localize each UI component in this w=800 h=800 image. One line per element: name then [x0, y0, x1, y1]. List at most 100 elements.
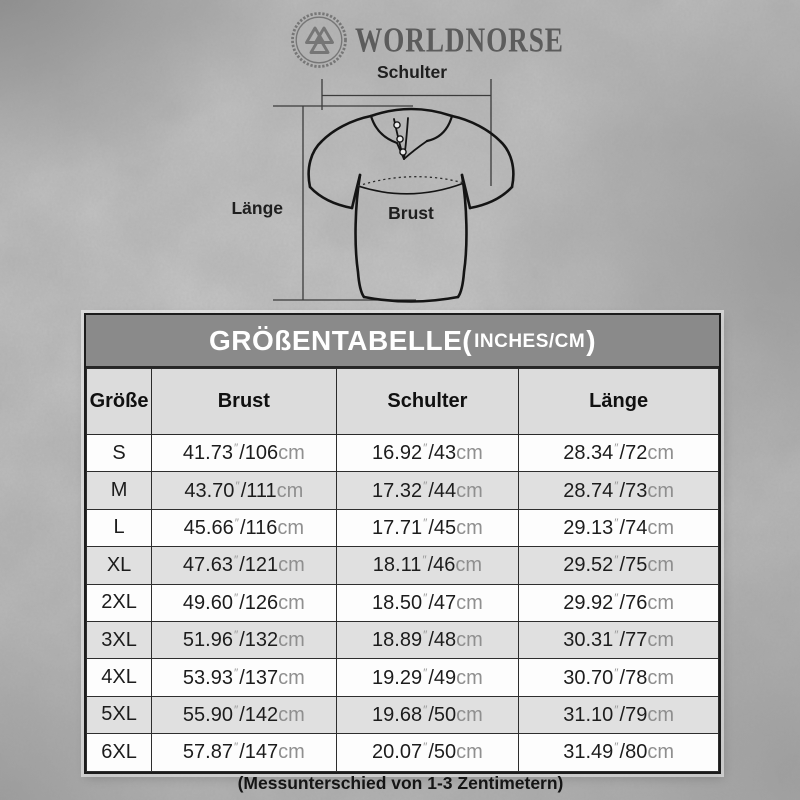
inch-mark: ″	[423, 702, 428, 717]
cm-unit: cm	[456, 479, 483, 502]
inch-mark: ″	[423, 740, 428, 755]
inch-mark: ″	[423, 628, 428, 643]
inch-mark: ″	[235, 478, 240, 493]
table-row: 4XL 53.93″/137cm 19.29″/49cm 30.70″/78cm	[85, 658, 719, 697]
inches-value: 47.63	[182, 554, 233, 577]
cm-value: /48	[428, 629, 457, 652]
cm-unit: cm	[455, 554, 483, 577]
button-icon	[393, 121, 401, 129]
measurement-cell: 51.96″/132cm	[151, 620, 337, 660]
cm-value: /72	[619, 442, 648, 465]
length-label: Länge	[231, 198, 283, 218]
shoulder-label: Schulter	[377, 62, 447, 82]
inch-mark: ″	[614, 628, 619, 643]
cm-value: /44	[428, 479, 457, 502]
inch-mark: ″	[614, 702, 619, 717]
cm-value: /121	[239, 554, 279, 577]
table-row: XL 47.63″/121cm 18.11″/46cm 29.52″/75cm	[85, 546, 719, 585]
measurement-cell: 19.29″/49cm	[335, 658, 520, 697]
measurement-cell: 49.60″/126cm	[151, 583, 337, 622]
col-header-chest: Brust	[151, 368, 337, 435]
measurement-cell: 53.93″/137cm	[151, 658, 337, 697]
inches-value: 57.87	[182, 741, 233, 764]
inches-value: 17.32	[372, 479, 423, 502]
inches-value: 19.68	[372, 703, 423, 726]
cm-value: /45	[428, 516, 457, 539]
inches-value: 20.07	[372, 741, 423, 764]
inch-mark: ″	[233, 740, 239, 755]
table-row: S 41.73″/106cm 16.92″/43cm 28.34″/72cm	[85, 433, 719, 473]
cm-unit: cm	[647, 554, 675, 577]
measurement-cell: 17.32″/44cm	[335, 471, 520, 510]
cm-value: /80	[619, 741, 648, 764]
measurement-cell: 28.74″/73cm	[518, 471, 719, 510]
measurement-cell: 31.10″/79cm	[518, 695, 719, 735]
measurement-cell: 43.70″/111cm	[151, 471, 337, 510]
cm-value: /74	[619, 516, 648, 539]
inch-mark: ″	[234, 515, 239, 530]
table-header-row: Größe Brust Schulter Länge	[85, 368, 719, 435]
measurement-cell: 55.90″/142cm	[151, 695, 337, 735]
table-row: L 45.66″/116cm 17.71″/45cm 29.13″/74cm	[85, 508, 719, 548]
valknut-emblem-icon	[291, 12, 347, 68]
cm-unit: cm	[456, 516, 483, 539]
measurement-cell: 29.13″/74cm	[518, 508, 719, 548]
cm-value: /126	[239, 591, 279, 614]
measurement-cell: 28.34″/72cm	[518, 433, 719, 473]
cm-value: /75	[619, 554, 648, 577]
measurement-cell: 29.52″/75cm	[518, 546, 719, 585]
inch-mark: ″	[423, 441, 428, 456]
inch-mark: ″	[423, 590, 428, 605]
size-cell: 6XL	[85, 733, 153, 772]
inch-mark: ″	[423, 515, 428, 530]
cm-value: /142	[239, 703, 279, 726]
cm-value: /47	[428, 591, 457, 614]
placket-buttons	[393, 121, 407, 156]
table-row: 6XL 57.87″/147cm 20.07″/50cm 31.49″/80cm	[85, 733, 719, 772]
inches-value: 53.93	[182, 666, 233, 689]
inches-value: 29.92	[563, 591, 614, 614]
button-icon	[399, 148, 407, 156]
cm-unit: cm	[456, 666, 483, 689]
size-cell: S	[85, 433, 153, 473]
inches-value: 55.90	[182, 703, 233, 726]
cm-value: /50	[428, 703, 457, 726]
inches-value: 28.74	[563, 479, 614, 502]
cm-value: /78	[619, 666, 648, 689]
size-table: GRÖßENTABELLE(INCHES/CM) Größe Brust Sch…	[84, 313, 721, 774]
inches-value: 19.29	[372, 666, 423, 689]
inches-value: 18.50	[372, 591, 423, 614]
size-cell: 2XL	[85, 583, 153, 622]
table-row: 2XL 49.60″/126cm 18.50″/47cm 29.92″/76cm	[85, 583, 719, 622]
inch-mark: ″	[614, 590, 619, 605]
inch-mark: ″	[233, 702, 239, 717]
size-cell: L	[85, 508, 153, 548]
cm-value: /46	[427, 554, 456, 577]
cm-unit: cm	[456, 741, 483, 764]
measurement-cell: 17.71″/45cm	[335, 508, 520, 548]
cm-unit: cm	[647, 516, 675, 539]
inches-value: 49.60	[182, 591, 233, 614]
table-row: 3XL 51.96″/132cm 18.89″/48cm 30.31″/77cm	[85, 620, 719, 660]
table-title-units: INCHES/CM	[474, 330, 586, 352]
inches-value: 30.70	[563, 666, 614, 689]
cm-value: /106	[239, 442, 279, 465]
cm-unit: cm	[277, 516, 305, 539]
inch-mark: ″	[233, 553, 239, 568]
cm-value: /49	[428, 666, 457, 689]
inches-value: 18.11	[372, 554, 422, 577]
cm-value: /43	[428, 442, 457, 465]
measurement-cell: 18.11″/46cm	[335, 546, 520, 585]
cm-unit: cm	[278, 666, 305, 689]
cm-unit: cm	[278, 703, 305, 726]
inches-value: 31.49	[563, 741, 614, 764]
measurement-cell: 30.70″/78cm	[518, 658, 719, 697]
measurement-note: (Messunterschied von 1-3 Zentimetern)	[237, 773, 564, 793]
cm-unit: cm	[278, 741, 305, 764]
measurement-cell: 57.87″/147cm	[151, 733, 337, 772]
inch-mark: ″	[423, 665, 428, 680]
cm-value: /73	[619, 479, 648, 502]
inches-value: 16.92	[372, 442, 423, 465]
measurement-cell: 16.92″/43cm	[335, 433, 520, 473]
cm-value: /111	[240, 479, 277, 502]
